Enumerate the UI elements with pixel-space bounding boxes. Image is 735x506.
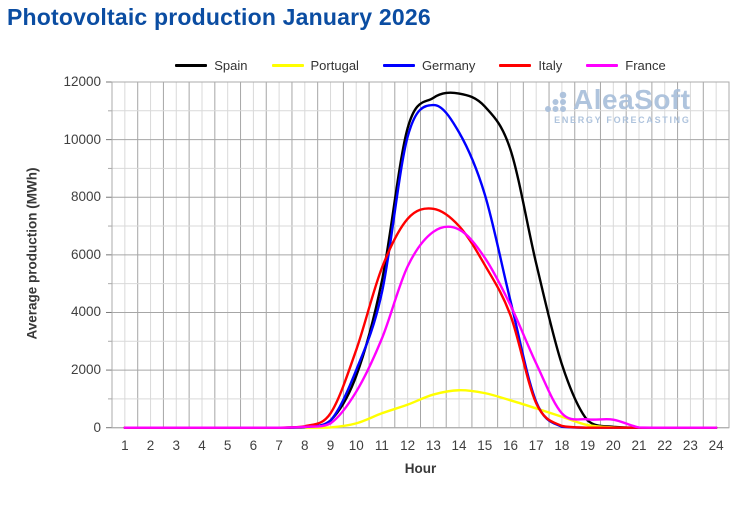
legend-label: Spain [214, 57, 248, 73]
x-tick-label: 13 [425, 438, 441, 453]
y-tick-label: 12000 [63, 74, 101, 89]
legend-item-france: France [586, 57, 666, 73]
legend-label: Portugal [310, 57, 359, 73]
y-axis-title: Average production (MWh) [24, 167, 40, 340]
x-tick-label: 17 [528, 438, 544, 453]
x-tick-label: 20 [605, 438, 621, 453]
x-tick-label: 7 [275, 438, 283, 453]
x-tick-label: 11 [374, 438, 389, 453]
x-tick-label: 18 [554, 438, 570, 453]
x-axis-title: Hour [404, 461, 437, 476]
y-tick-label: 6000 [70, 246, 101, 262]
legend-item-italy: Italy [499, 58, 562, 73]
x-tick-label: 23 [682, 438, 698, 453]
x-tick-label: 2 [146, 438, 155, 453]
legend-line-swatch [499, 63, 532, 67]
chart-legend: Spain Portugal Germany Italy France [112, 55, 729, 75]
legend-line-swatch [271, 63, 304, 67]
x-tick-label: 21 [631, 438, 647, 453]
legend-item-portugal: Portugal [271, 57, 359, 73]
legend-label: Italy [538, 57, 563, 73]
legend-item-germany: Germany [382, 57, 476, 73]
x-tick-label: 15 [477, 438, 493, 453]
y-tick-label: 4000 [70, 304, 101, 320]
y-tick-label: 10000 [63, 131, 101, 147]
legend-label: Germany [421, 57, 476, 73]
x-tick-label: 9 [326, 438, 335, 453]
x-tick-label: 14 [451, 438, 467, 453]
x-tick-label: 5 [223, 438, 232, 453]
x-tick-label: 19 [580, 438, 596, 453]
y-tick-label: 0 [93, 419, 101, 435]
x-tick-label: 1 [121, 438, 129, 453]
x-tick-label: 10 [348, 438, 364, 453]
series-line-france [123, 225, 718, 429]
x-tick-label: 16 [502, 438, 518, 453]
aleasoft-brand-text: AleaSoft [573, 84, 691, 115]
x-tick-label: 22 [657, 438, 673, 453]
aleasoft-watermark: AleaSoft ENERGY FORECASTING [544, 86, 691, 125]
y-tick-label: 2000 [70, 362, 101, 378]
aleasoft-tagline-text: ENERGY FORECASTING [554, 115, 691, 125]
legend-line-swatch [382, 63, 415, 67]
x-tick-label: 6 [249, 438, 258, 453]
aleasoft-dots-icon [545, 91, 567, 112]
x-tick-label: 8 [301, 438, 309, 453]
legend-line-swatch [586, 63, 619, 67]
x-tick-label: 24 [708, 438, 724, 453]
x-tick-label: 4 [198, 438, 206, 453]
x-tick-label: 12 [400, 438, 416, 453]
legend-item-spain: Spain [175, 57, 248, 73]
x-tick-label: 3 [172, 438, 181, 453]
legend-line-swatch [175, 63, 208, 67]
chart-title: Photovoltaic production January 2026 [7, 4, 431, 30]
legend-label: France [625, 57, 666, 73]
y-tick-label: 8000 [70, 189, 101, 205]
